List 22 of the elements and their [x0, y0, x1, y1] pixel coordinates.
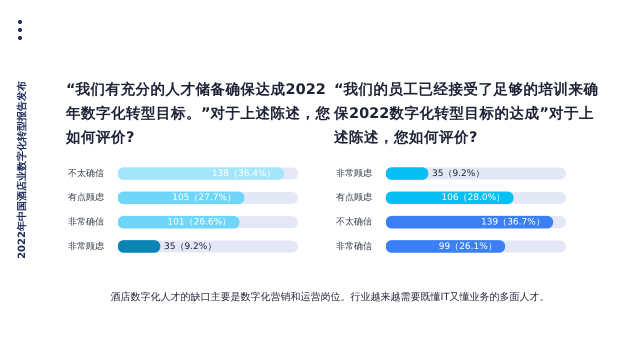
data-label: 99（26.1%）	[438, 242, 497, 252]
data-label: 139（36.7%）	[481, 217, 545, 228]
text: 2022年中国酒店业数字化转型报告发布	[15, 81, 29, 259]
data-label: 35（9.2%）	[432, 168, 484, 179]
data-label: 35（9.2%）	[164, 242, 216, 252]
y-tick-label: 非常顾虑	[68, 240, 104, 252]
y-tick-label: 非常确信	[68, 216, 104, 228]
text: 酒店数字化人才的缺口主要是数字化营销和运营岗位。行业越来越需要既懂IT又懂业务的多面人才。	[109, 290, 551, 304]
data-label: 101（26.6%）	[167, 217, 232, 228]
data-label: 106（28.0%）	[441, 193, 506, 204]
y-tick-label: 有点顾虑	[336, 192, 372, 204]
bar	[386, 167, 428, 180]
y-tick-label: 不太确信	[68, 168, 104, 179]
data-label: 105（27.7%）	[172, 193, 236, 204]
y-tick-label: 有点顾虑	[68, 192, 104, 204]
y-tick-label: 不太确信	[336, 216, 372, 228]
bar	[118, 240, 160, 253]
chart-title: “我们有充分的人才储备确保达成2022年数字化转型目标。”对于上述陈述，您如何评价?	[64, 80, 332, 148]
chart-title: “我们的员工已经接受了足够的培训来确保2022数字化转型目标的达成”对于上述陈述，您如何评价?	[332, 80, 600, 148]
y-tick-label: 非常确信	[336, 240, 372, 252]
data-label: 138（36.4%）	[212, 168, 276, 179]
y-tick-label: 非常顾虑	[336, 168, 372, 179]
